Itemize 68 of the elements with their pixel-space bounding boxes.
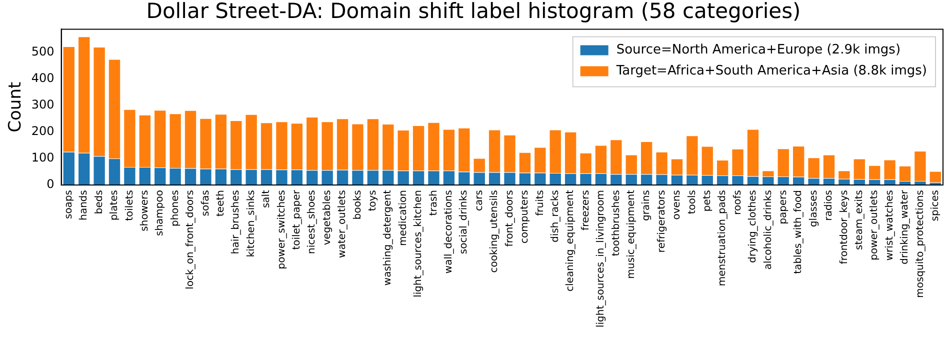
y-tick-label: 200 <box>31 124 54 138</box>
x-tick-label: hair_brushes <box>230 190 242 254</box>
x-tick-label: pets <box>702 190 713 212</box>
x-tick-label: toothbrushes <box>610 190 622 256</box>
x-tick-label: menstruation_pads <box>717 190 728 286</box>
x-tick-label: lock_on_front_doors <box>185 190 196 290</box>
y-tick-label: 100 <box>31 150 54 165</box>
y-tick-label: 500 <box>31 44 54 58</box>
x-tick-label: hands <box>78 190 90 220</box>
x-tick-label: alcoholic_drinks <box>762 190 774 270</box>
x-tick-label: sofas <box>200 190 212 216</box>
x-tick-label: mosquito_protections <box>914 190 926 298</box>
x-tick-label: toilet_paper <box>292 189 303 250</box>
legend-label: Target=Africa+South America+Asia (8.8k imgs) <box>615 64 928 79</box>
x-tick-label: front_doors <box>504 190 516 247</box>
x-tick-label: computers <box>520 190 531 244</box>
x-tick-label: kitchen_sinks <box>246 190 257 258</box>
x-tick-label: glasses <box>808 190 820 228</box>
y-tick-label: 300 <box>31 98 54 112</box>
x-tick-label: light_sources_kitchen <box>413 190 424 298</box>
x-tick-label: washing_detergent <box>382 190 394 286</box>
x-tick-label: refrigerators <box>656 190 668 253</box>
x-tick-label: phones <box>170 190 181 227</box>
x-tick-label: power_switches <box>276 190 288 270</box>
x-tick-label: toys <box>368 190 379 212</box>
x-tick-label: radios <box>824 190 835 221</box>
x-tick-label: shampoo <box>154 190 166 236</box>
x-tick-label: freezers <box>580 190 592 230</box>
x-tick-label: steam_exits <box>854 190 865 250</box>
x-tick-label: teeth <box>216 190 227 216</box>
y-tick-label: 0 <box>46 177 54 192</box>
x-tick-label: dish_racks <box>550 190 561 242</box>
x-tick-label: drying_clothes <box>748 190 759 263</box>
x-tick-label: salt <box>261 190 272 208</box>
x-tick-label: music_equipment <box>626 190 637 279</box>
x-tick-label: drinking_water <box>900 189 911 264</box>
x-tick-label: power_outlets <box>869 190 880 260</box>
y-axis-title: Count <box>6 82 26 132</box>
x-tick-label: cars <box>474 190 485 211</box>
x-tick-label: frontdoor_keys <box>838 190 850 264</box>
x-tick-label: papers <box>778 190 789 224</box>
x-tick-label: beds <box>94 190 105 214</box>
x-tick-label: social_drinks <box>458 190 470 254</box>
x-tick-label: medication <box>398 190 409 246</box>
y-tick-label: 400 <box>31 70 54 85</box>
x-tick-label: roofs <box>732 190 744 215</box>
x-tick-label: plates <box>109 190 120 221</box>
x-tick-label: soaps <box>64 190 74 220</box>
x-tick-label: tables_with_food <box>793 190 804 274</box>
x-tick-label: vegetables <box>322 190 333 246</box>
x-tick-label: spices <box>930 190 941 222</box>
x-tick-label: cooking_utensils <box>489 190 500 273</box>
chart-title: Dollar Street-DA: Domain shift label histogram (58 categories) <box>146 0 801 24</box>
x-tick-label: trash <box>428 190 440 216</box>
x-tick-label: grains <box>641 190 652 221</box>
x-tick-label: wrist_watches <box>884 190 896 261</box>
x-tick-label: nicest_shoes <box>306 190 318 254</box>
x-tick-label: wall_decorations <box>444 190 455 274</box>
x-tick-label: books <box>352 190 364 220</box>
x-tick-label: tools <box>686 190 698 214</box>
x-tick-label: showers <box>140 190 151 232</box>
x-tick-label: cleaning_equipment <box>565 190 576 292</box>
x-tick-label: light_sources_in_livingroom <box>596 190 607 328</box>
x-tick-label: fruits <box>534 190 546 216</box>
x-tick-label: ovens <box>672 190 683 220</box>
x-tick-label: toilets <box>124 190 136 221</box>
legend-label: Source=North America+Europe (2.9k imgs) <box>616 42 901 58</box>
x-tick-label: water_outlets <box>337 190 348 258</box>
